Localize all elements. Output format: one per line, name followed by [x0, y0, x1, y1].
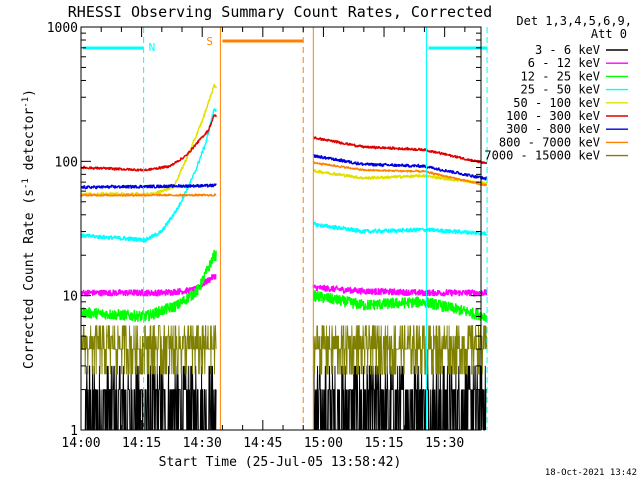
y-tick-label: 100 — [55, 155, 78, 170]
marker-label-N: N — [149, 41, 156, 54]
series-line-300-800keV-part-1 — [80, 183, 217, 190]
y-tick-label: 10 — [62, 290, 78, 305]
series-line-25-50keV-part-1 — [80, 108, 217, 243]
legend-label: 50 - 100 keV — [513, 96, 600, 110]
plot-frame — [80, 26, 482, 431]
x-tick-label: 15:30 — [425, 436, 464, 451]
x-axis-label: Start Time (25-Jul-05 13:58:42) — [159, 455, 402, 470]
legend-label: 800 - 7000 keV — [499, 135, 600, 149]
series-line-6-12keV-part-2 — [312, 284, 488, 297]
series-line-800-7000keV-part-2 — [313, 160, 488, 187]
series-line-7000-15000keV-part-1 — [80, 325, 217, 375]
legend-label: 300 - 800 keV — [506, 122, 600, 136]
series-line-100-300keV-part-1 — [80, 114, 217, 172]
series-line-7000-15000keV-part-2 — [312, 325, 488, 375]
legend-label: 100 - 300 keV — [506, 109, 600, 123]
y-tick-label: 1 — [70, 424, 78, 439]
series-line-50-100keV-part-1 — [80, 83, 217, 197]
legend-label: 3 - 6 keV — [535, 43, 600, 57]
x-tick-label: 15:00 — [304, 436, 343, 451]
data-layer — [80, 83, 488, 431]
legend-header-line-1: Det 1,3,4,5,6,9, — [516, 14, 632, 28]
series-line-3-6keV-part-1 — [81, 365, 217, 431]
y-axis-label: Corrected Count Rate (s-1 detector-1) — [21, 89, 37, 369]
series-line-25-50keV-part-2 — [312, 221, 488, 236]
legend-header-line-2: Att 0 — [591, 27, 627, 41]
marker-label-S: S — [206, 35, 213, 48]
footer-timestamp: 18-Oct-2021 13:42 — [545, 468, 637, 478]
legend-label: 25 - 50 keV — [521, 83, 600, 97]
x-tick-label: 14:30 — [183, 436, 222, 451]
y-axis: 1 10 100 1000 — [47, 21, 481, 439]
x-tick-label: 14:00 — [61, 436, 100, 451]
legend-label: 6 - 12 keV — [528, 56, 600, 70]
x-tick-label: 14:45 — [243, 436, 282, 451]
series-line-100-300keV-part-2 — [312, 136, 488, 165]
series-line-12-25keV-part-1 — [80, 249, 217, 322]
series-line-300-800keV-part-2 — [312, 154, 488, 181]
series-line-12-25keV-part-2 — [312, 289, 488, 323]
legend-label: 7000 - 15000 keV — [484, 149, 600, 163]
chart-title: RHESSI Observing Summary Count Rates, Co… — [68, 3, 492, 21]
series-line-50-100keV-part-2 — [313, 168, 488, 186]
y-tick-label: 1000 — [47, 21, 78, 36]
legend-label: 12 - 25 keV — [521, 69, 600, 83]
x-tick-label: 15:15 — [364, 436, 403, 451]
x-tick-label: 14:15 — [122, 436, 161, 451]
series-line-800-7000keV-part-1 — [80, 193, 217, 197]
series-line-3-6keV-part-2 — [312, 365, 487, 431]
x-axis: 14:00 14:15 14:30 14:45 15:00 15:15 15:30 — [61, 27, 466, 451]
